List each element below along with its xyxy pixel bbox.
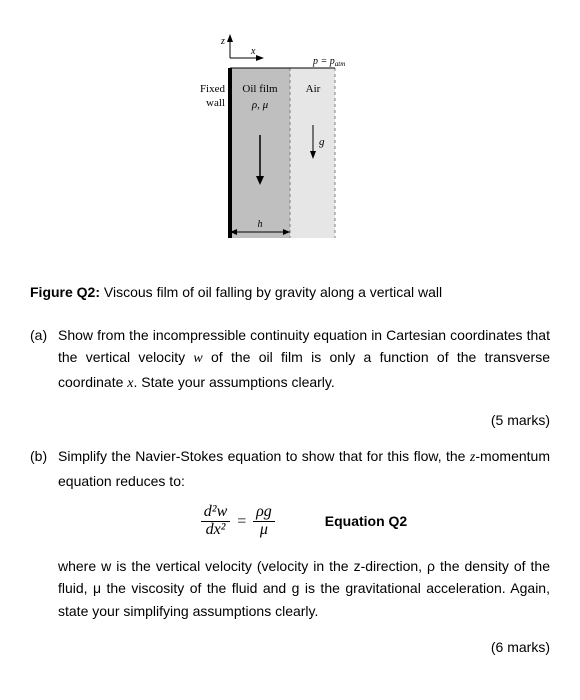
equation-q2-row: d²w dx² = ρg μ Equation Q2 xyxy=(58,504,550,539)
h-label: h xyxy=(258,219,263,230)
part-a-body: Show from the incompressible continuity … xyxy=(58,324,550,395)
fixed-wall-label-1: Fixed xyxy=(200,83,226,95)
pressure-label: p = patm xyxy=(312,56,345,68)
part-a-marks: (5 marks) xyxy=(30,409,550,431)
z-axis-label: z xyxy=(220,36,225,47)
frac-right: ρg μ xyxy=(253,504,275,539)
eq-num-left: d²w xyxy=(201,504,230,522)
figure-caption: Figure Q2: Viscous film of oil falling b… xyxy=(30,281,550,303)
caption-text: Viscous film of oil falling by gravity a… xyxy=(100,284,442,300)
oil-label-2: ρ, μ xyxy=(251,99,269,111)
air-label: Air xyxy=(306,83,321,95)
x-axis-label: x xyxy=(250,46,256,57)
part-a: (a) Show from the incompressible continu… xyxy=(30,324,550,395)
eq-den-left: dx² xyxy=(203,522,229,539)
fixed-wall-label-2: wall xyxy=(206,97,225,109)
equation-q2: d²w dx² = ρg μ xyxy=(201,504,275,539)
g-label: g xyxy=(319,136,325,148)
caption-label: Figure Q2: xyxy=(30,284,100,300)
diagram-svg: z x Fixed wall Oil film ρ, μ p = patm Ai… xyxy=(185,30,395,250)
part-a-post: . State your assumptions clearly. xyxy=(134,374,335,390)
part-b-pre: Simplify the Navier-Stokes equation to s… xyxy=(58,448,470,464)
part-b-marks: (6 marks) xyxy=(30,636,550,658)
figure-q2: z x Fixed wall Oil film ρ, μ p = patm Ai… xyxy=(30,30,550,256)
equation-label: Equation Q2 xyxy=(325,510,407,532)
eq-num-right: ρg xyxy=(253,504,275,522)
part-b-explain: where w is the vertical velocity (veloci… xyxy=(58,555,550,622)
part-a-label: (a) xyxy=(30,324,58,395)
part-b: (b) Simplify the Navier-Stokes equation … xyxy=(30,445,550,622)
eq-equals: = xyxy=(236,509,247,535)
var-w: w xyxy=(193,351,202,366)
part-b-label: (b) xyxy=(30,445,58,622)
frac-left: d²w dx² xyxy=(201,504,230,539)
oil-label-1: Oil film xyxy=(242,83,278,95)
part-b-body: Simplify the Navier-Stokes equation to s… xyxy=(58,445,550,622)
eq-den-right: μ xyxy=(257,522,271,539)
